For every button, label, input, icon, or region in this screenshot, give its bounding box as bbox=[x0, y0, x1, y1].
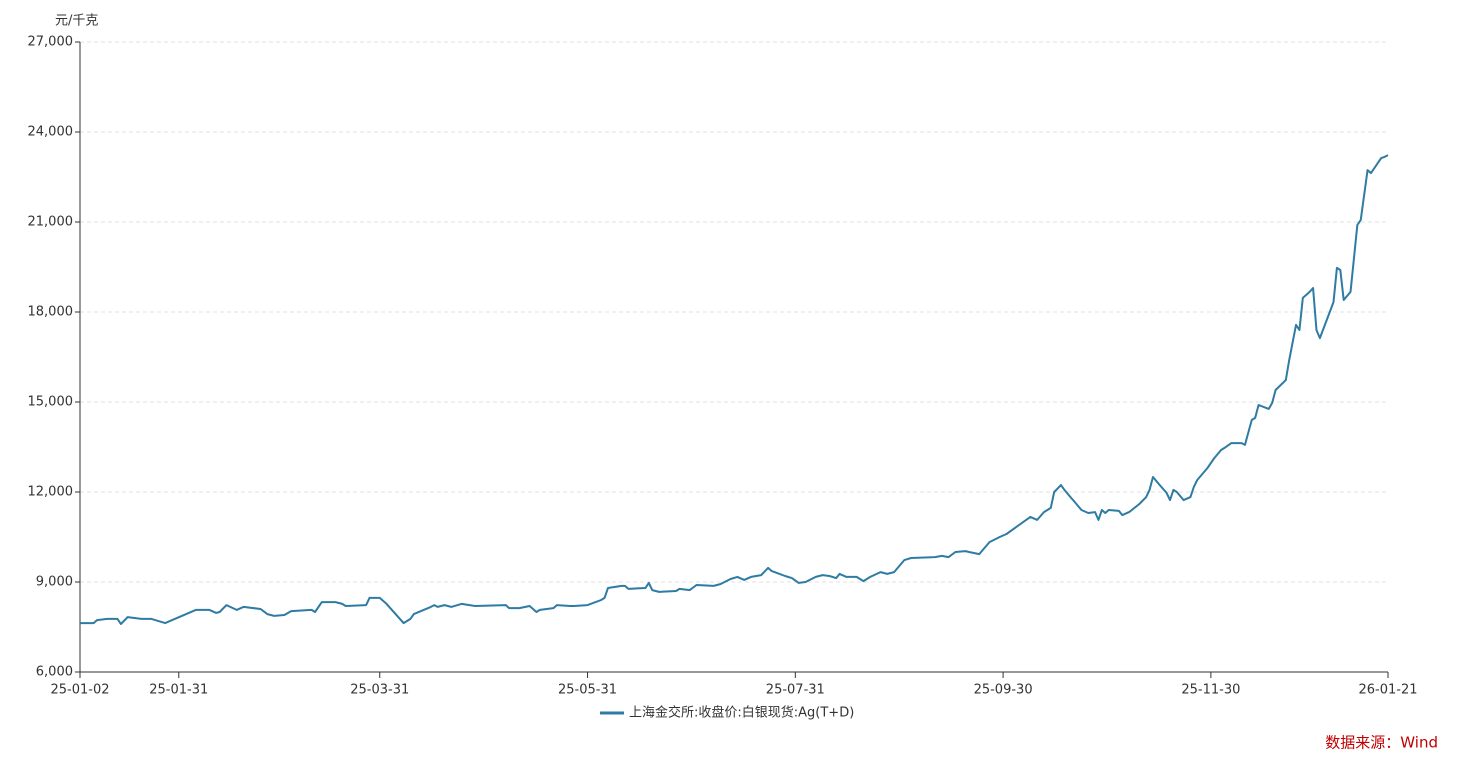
y-tick-label: 21,000 bbox=[28, 215, 74, 230]
y-tick-label: 18,000 bbox=[28, 305, 74, 320]
y-axis-unit: 元/千克 bbox=[55, 14, 98, 29]
price-line bbox=[80, 154, 1389, 625]
y-tick-label: 9,000 bbox=[36, 575, 73, 590]
x-tick-label: 25-01-31 bbox=[149, 683, 208, 698]
legend-label: 上海金交所:收盘价:白银现货:Ag(T+D) bbox=[629, 705, 854, 721]
x-tick-label: 25-05-31 bbox=[558, 683, 617, 698]
y-tick-label: 27,000 bbox=[28, 35, 74, 50]
y-tick-label: 24,000 bbox=[28, 125, 74, 140]
x-tick-label: 25-09-30 bbox=[974, 683, 1033, 698]
y-tick-label: 15,000 bbox=[28, 395, 74, 410]
x-tick-label: 25-11-30 bbox=[1181, 683, 1240, 698]
x-tick-label: 25-01-02 bbox=[50, 683, 109, 698]
y-tick-label: 6,000 bbox=[36, 665, 73, 680]
source-note: 数据来源：Wind bbox=[1325, 734, 1438, 752]
y-tick-label: 12,000 bbox=[28, 485, 74, 500]
x-tick-label: 26-01-21 bbox=[1358, 683, 1417, 698]
x-tick-label: 25-07-31 bbox=[766, 683, 825, 698]
x-tick-label: 25-03-31 bbox=[350, 683, 409, 698]
